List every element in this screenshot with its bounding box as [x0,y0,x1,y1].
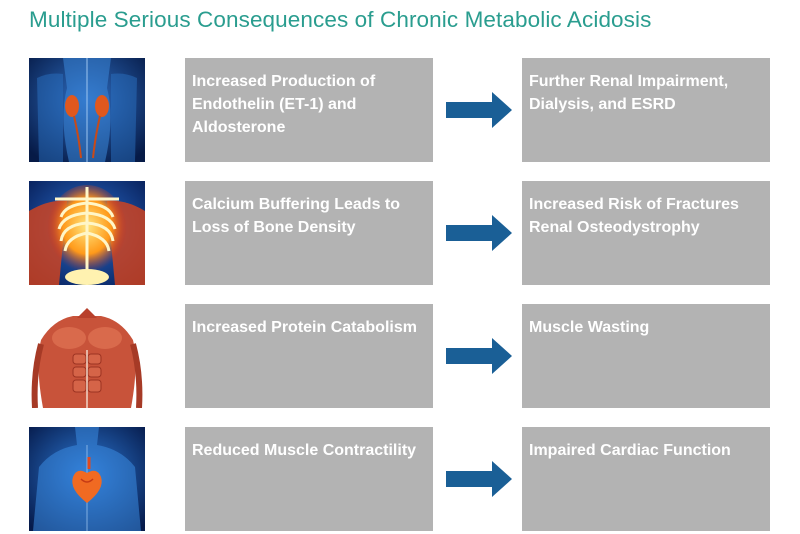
muscle-torso-icon [29,304,145,408]
right-arrow-icon [446,92,512,128]
right-arrow-icon [446,338,512,374]
cause-box: Calcium Buffering Leads to Loss of Bone … [185,181,433,285]
consequence-row-renal: Increased Production of Endothelin (ET-1… [0,58,800,162]
cause-box: Increased Protein Catabolism [185,304,433,408]
consequence-box: Further Renal Impairment, Dialysis, and … [522,58,770,162]
cause-box: Increased Production of Endothelin (ET-1… [185,58,433,162]
cause-box: Reduced Muscle Contractility [185,427,433,531]
consequence-box: Impaired Cardiac Function [522,427,770,531]
kidneys-anatomy-icon [29,58,145,162]
right-arrow-icon [446,215,512,251]
right-arrow-icon [446,461,512,497]
consequence-box: Increased Risk of Fractures Renal Osteod… [522,181,770,285]
consequence-box: Muscle Wasting [522,304,770,408]
skeleton-ribcage-icon [29,181,145,285]
consequence-row-cardiac: Reduced Muscle Contractility Impaired Ca… [0,427,800,531]
consequence-row-bone: Calcium Buffering Leads to Loss of Bone … [0,181,800,285]
heart-anatomy-icon [29,427,145,531]
consequence-row-muscle: Increased Protein Catabolism Muscle Wast… [0,304,800,408]
page-title: Multiple Serious Consequences of Chronic… [29,7,652,32]
